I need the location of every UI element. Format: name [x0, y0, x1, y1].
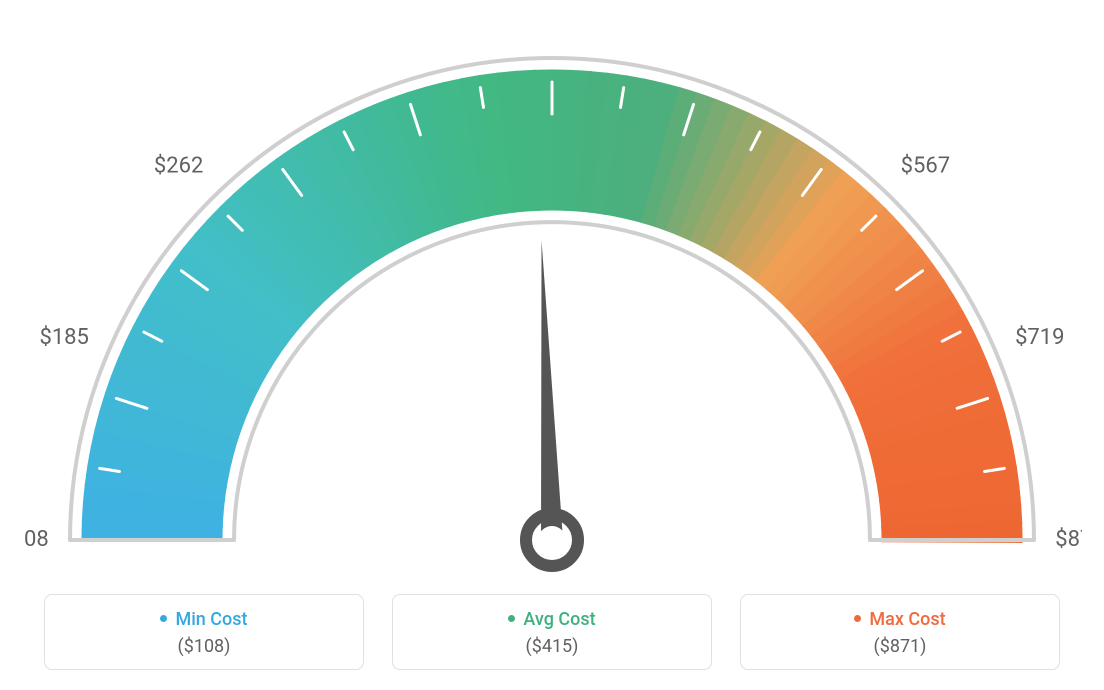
min-cost-card: Min Cost ($108) [44, 594, 364, 670]
avg-cost-value: ($415) [393, 636, 711, 657]
min-cost-value: ($108) [45, 636, 363, 657]
min-cost-label: Min Cost [45, 609, 363, 630]
avg-cost-label: Avg Cost [393, 609, 711, 630]
scale-label: $108 [22, 527, 49, 552]
gauge-svg: $108 $185 $262 $415 $567 $719 $871 [22, 20, 1082, 580]
max-cost-label: Max Cost [741, 609, 1059, 630]
scale-label: $567 [901, 154, 950, 179]
scale-label: $185 [39, 325, 88, 350]
legend-row: Min Cost ($108) Avg Cost ($415) Max Cost… [0, 594, 1104, 670]
max-cost-card: Max Cost ($871) [740, 594, 1060, 670]
scale-label: $871 [1055, 527, 1082, 552]
avg-cost-card: Avg Cost ($415) [392, 594, 712, 670]
max-cost-value: ($871) [741, 636, 1059, 657]
scale-label: $719 [1015, 325, 1064, 350]
gauge-chart: $108 $185 $262 $415 $567 $719 $871 [0, 0, 1104, 580]
gauge-needle [541, 240, 563, 540]
scale-label: $262 [154, 154, 203, 179]
scale-label: $415 [527, 20, 576, 24]
